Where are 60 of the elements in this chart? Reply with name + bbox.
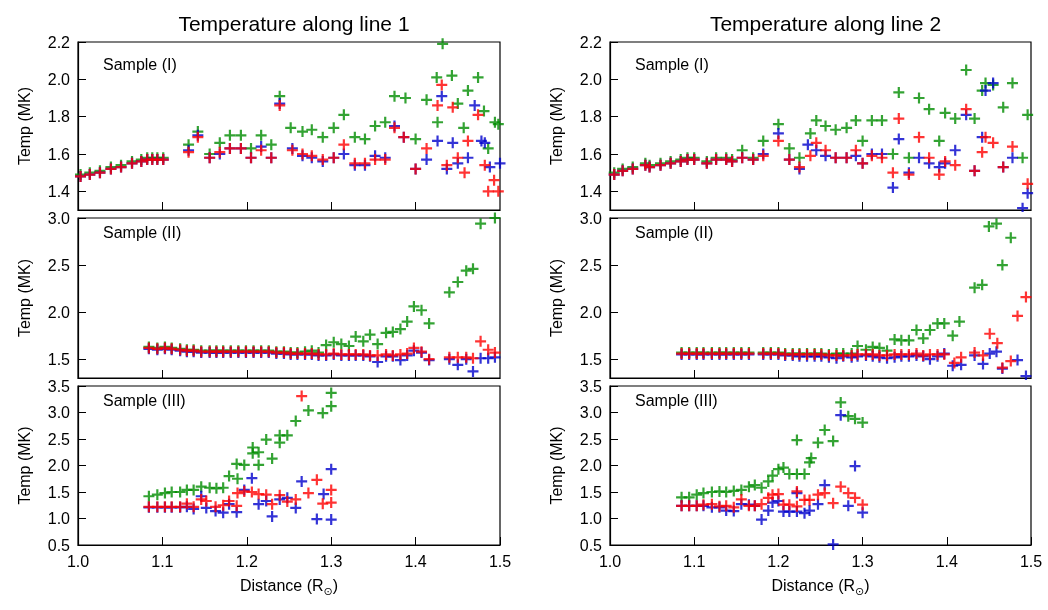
y-tick-label: 2.0 <box>47 303 71 321</box>
y-tick-label: 1.0 <box>47 510 71 527</box>
y-tick-label: 3.0 <box>47 209 71 227</box>
y-tick-label: 1.5 <box>579 483 603 501</box>
y-tick-label: 2.0 <box>579 457 603 474</box>
y-tick-label: 1.8 <box>47 108 71 126</box>
x-tick-label: 1.5 <box>488 552 512 570</box>
y-tick-label: 1.4 <box>47 182 71 200</box>
y-tick-label: 2.0 <box>47 70 71 88</box>
y-tick-label: 3.5 <box>47 377 71 395</box>
x-tick-label: 1.5 <box>1019 552 1043 570</box>
y-axis-title: Temp (MK) <box>547 258 565 338</box>
x-tick-label: 1.0 <box>66 552 90 570</box>
y-tick-label: 1.5 <box>579 350 603 368</box>
y-tick-label: 1.8 <box>579 108 603 126</box>
y-tick-label: 2.5 <box>47 430 71 448</box>
y-tick-label: 3.0 <box>579 404 603 421</box>
y-tick-label: 3.0 <box>579 209 603 227</box>
y-axis-title: Temp (MK) <box>15 86 33 166</box>
chart-title: Temperature along line 2 <box>709 12 942 35</box>
y-tick-label: 1.6 <box>579 145 603 163</box>
y-axis-title: Temp (MK) <box>547 426 565 505</box>
y-tick-label: 2.5 <box>47 256 71 274</box>
y-tick-label: 1.5 <box>47 350 71 368</box>
x-axis-title: Distance (R⊙) <box>239 577 339 597</box>
y-axis-title: Temp (MK) <box>15 426 33 505</box>
y-tick-label: 3.0 <box>47 404 71 421</box>
y-tick-label: 2.5 <box>579 256 603 274</box>
x-tick-label: 1.2 <box>767 552 790 570</box>
y-tick-label: 1.0 <box>579 510 603 527</box>
y-tick-label: 2.0 <box>579 303 603 321</box>
y-tick-label: 2.2 <box>579 33 603 51</box>
y-axis-title: Temp (MK) <box>547 86 565 166</box>
chart-title: Temperature along line 1 <box>178 12 410 35</box>
x-axis-title: Distance (R⊙) <box>771 577 870 597</box>
y-tick-label: 1.4 <box>579 182 603 200</box>
x-tick-label: 1.1 <box>683 552 706 570</box>
y-axis-title: Temp (MK) <box>15 258 33 338</box>
x-tick-label: 1.1 <box>151 552 174 570</box>
y-tick-label: 2.0 <box>47 457 71 474</box>
annotation: Sample (I) <box>103 55 177 73</box>
x-tick-label: 1.0 <box>598 552 622 570</box>
annotation: Sample (I) <box>635 55 709 73</box>
x-tick-label: 1.3 <box>320 552 343 570</box>
annotation: Sample (II) <box>103 223 182 241</box>
x-tick-label: 1.2 <box>235 552 259 570</box>
y-tick-label: 3.5 <box>579 377 603 395</box>
y-tick-label: 2.5 <box>579 430 603 448</box>
y-tick-label: 1.5 <box>47 483 71 501</box>
annotation: Sample (II) <box>635 223 714 241</box>
annotation: Sample (III) <box>635 391 718 409</box>
y-tick-label: 0.5 <box>579 536 603 554</box>
x-tick-label: 1.3 <box>851 552 874 570</box>
x-tick-label: 1.4 <box>935 552 959 570</box>
y-tick-label: 1.6 <box>47 145 71 163</box>
y-tick-label: 2.0 <box>579 70 603 88</box>
x-tick-label: 1.4 <box>404 552 427 570</box>
annotation: Sample (III) <box>103 391 186 409</box>
y-tick-label: 0.5 <box>47 536 71 554</box>
y-tick-label: 2.2 <box>47 33 71 51</box>
